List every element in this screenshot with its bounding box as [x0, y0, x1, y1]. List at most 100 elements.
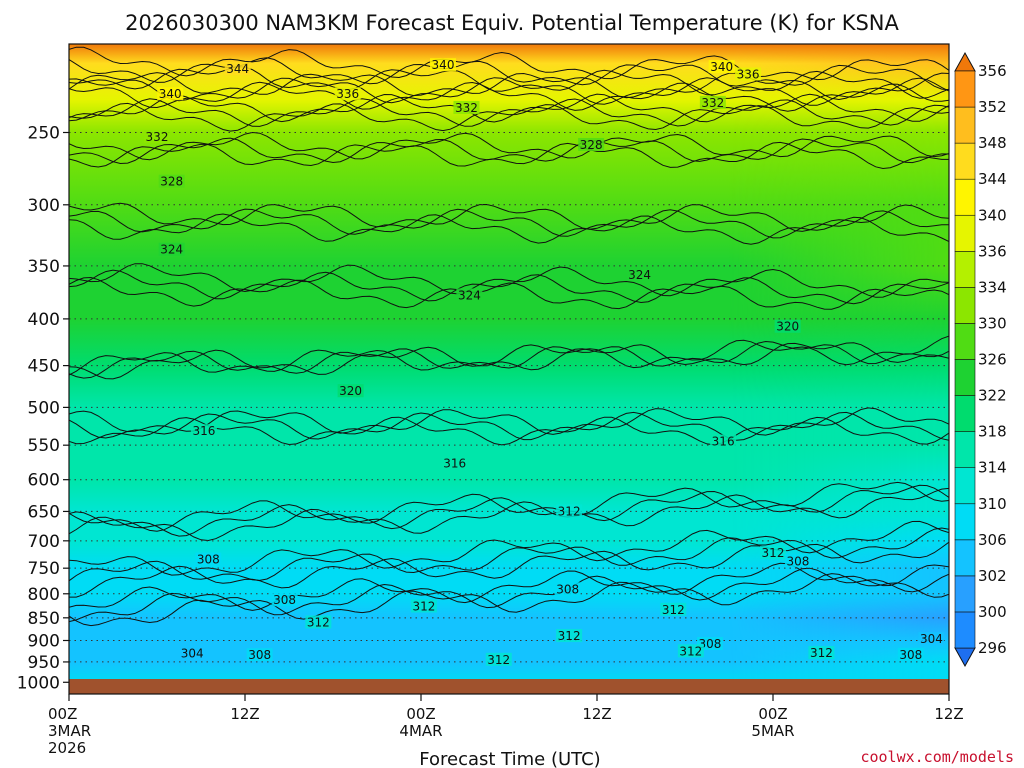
contour-label: 308 [248, 648, 271, 662]
y-tick-label: 250 [28, 123, 60, 143]
contour-line [69, 487, 949, 542]
y-tick-label: 400 [28, 310, 60, 330]
colorbar-box [954, 575, 976, 613]
contour-line [69, 484, 949, 537]
contour-label: 340 [159, 87, 182, 101]
colorbar-label: 326 [978, 351, 1007, 369]
contour-line [69, 269, 949, 305]
contour-line [69, 72, 949, 101]
colorbar-box [954, 287, 976, 324]
contour-line [69, 66, 949, 99]
colorbar-label: 322 [978, 387, 1007, 405]
chart-title: 2026030300 NAM3KM Forecast Equiv. Potent… [125, 11, 899, 35]
y-tick-label: 450 [28, 357, 60, 377]
contour-line [69, 202, 949, 232]
contour-line [69, 411, 949, 441]
colorbar-box [954, 359, 976, 396]
colorbar-box [954, 142, 976, 180]
contour-label-bg [554, 582, 581, 596]
contour-label-bg [808, 646, 835, 660]
contour-line [69, 481, 949, 532]
contour-label: 320 [776, 320, 799, 334]
contour-line [69, 77, 949, 106]
colorbar-label: 296 [978, 639, 1007, 657]
contour-label: 304 [181, 646, 204, 660]
contour-label-bg [774, 319, 801, 333]
y-tick-label: 1000 [17, 673, 60, 693]
colorbar-label: 306 [978, 531, 1007, 549]
contour-label: 312 [558, 504, 581, 518]
x-tick-date: 5MAR [751, 722, 794, 740]
colorbar-label: 340 [978, 206, 1007, 224]
contour-line [69, 208, 949, 239]
y-tick-label: 650 [28, 502, 60, 522]
y-tick-label: 950 [28, 653, 60, 673]
colorbar-box [954, 503, 976, 541]
y-tick-label: 800 [28, 585, 60, 605]
x-tick-label: 12Z [934, 705, 963, 723]
colorbar-box [954, 106, 976, 144]
contour-label-bg [699, 95, 726, 109]
y-tick-label: 750 [28, 559, 60, 579]
contour-label: 308 [698, 637, 721, 651]
contour-label: 312 [487, 653, 510, 667]
contour-label-bg [710, 434, 737, 448]
colorbar-label: 336 [978, 242, 1007, 260]
colorbar-label: 300 [978, 603, 1007, 621]
colorbar-label: 330 [978, 314, 1007, 332]
contour-line [69, 141, 949, 170]
contour-label: 312 [679, 644, 702, 658]
contour-line [69, 340, 949, 379]
contour-label-bg [918, 632, 945, 646]
colorbar-box [954, 611, 976, 649]
contour-label-bg [485, 652, 512, 666]
contour-label-bg [660, 602, 687, 616]
contour-label-bg [556, 629, 583, 643]
contour-label-bg [144, 130, 170, 144]
contour-label-bg [158, 242, 185, 256]
colorbar-min-arrow [954, 647, 976, 668]
contour-label-bg [305, 615, 332, 629]
colorbar-max-arrow [954, 51, 976, 72]
colorbar-box [954, 251, 976, 288]
colorbar-box [954, 431, 976, 468]
contour-label-bg [760, 546, 786, 560]
contour-line [69, 213, 949, 245]
contour-line [69, 263, 949, 298]
contour-line [69, 335, 949, 376]
plot-frame [68, 43, 950, 695]
contour-line [69, 567, 949, 623]
contour-label-bg [453, 100, 480, 114]
contour-label-bg [441, 456, 468, 470]
contour-label: 308 [899, 648, 922, 662]
y-tick-label: 850 [28, 609, 60, 629]
contour-label: 328 [580, 138, 603, 152]
colorbar-box [954, 70, 976, 108]
contour-label: 308 [197, 553, 220, 567]
colorbar-box [954, 467, 976, 505]
contour-label-bg [784, 554, 811, 568]
contour-line [69, 527, 949, 582]
contour-label: 312 [662, 603, 685, 617]
contour-label: 308 [273, 593, 296, 607]
contour-label-bg [158, 174, 185, 188]
contour-label: 344 [226, 62, 249, 76]
contour-line [69, 137, 949, 165]
colorbar-label: 344 [978, 170, 1007, 188]
contour-label: 340 [432, 58, 455, 72]
contour-label-bg [897, 647, 924, 661]
contour-label-bg [456, 288, 483, 302]
colorbar-box [954, 214, 976, 252]
y-axis: 2503003504004505005506006507007508008509… [17, 123, 69, 693]
contour-label-bg [410, 599, 437, 613]
colorbar-label: 348 [978, 134, 1007, 152]
colorbar-label: 310 [978, 495, 1007, 513]
pressure-gridlines [69, 131, 949, 683]
contour-line [69, 131, 949, 161]
contour-line [69, 93, 949, 123]
x-tick-label: 12Z [582, 705, 611, 723]
contour-label-bg [179, 646, 206, 660]
contour-label-bg [334, 87, 361, 101]
